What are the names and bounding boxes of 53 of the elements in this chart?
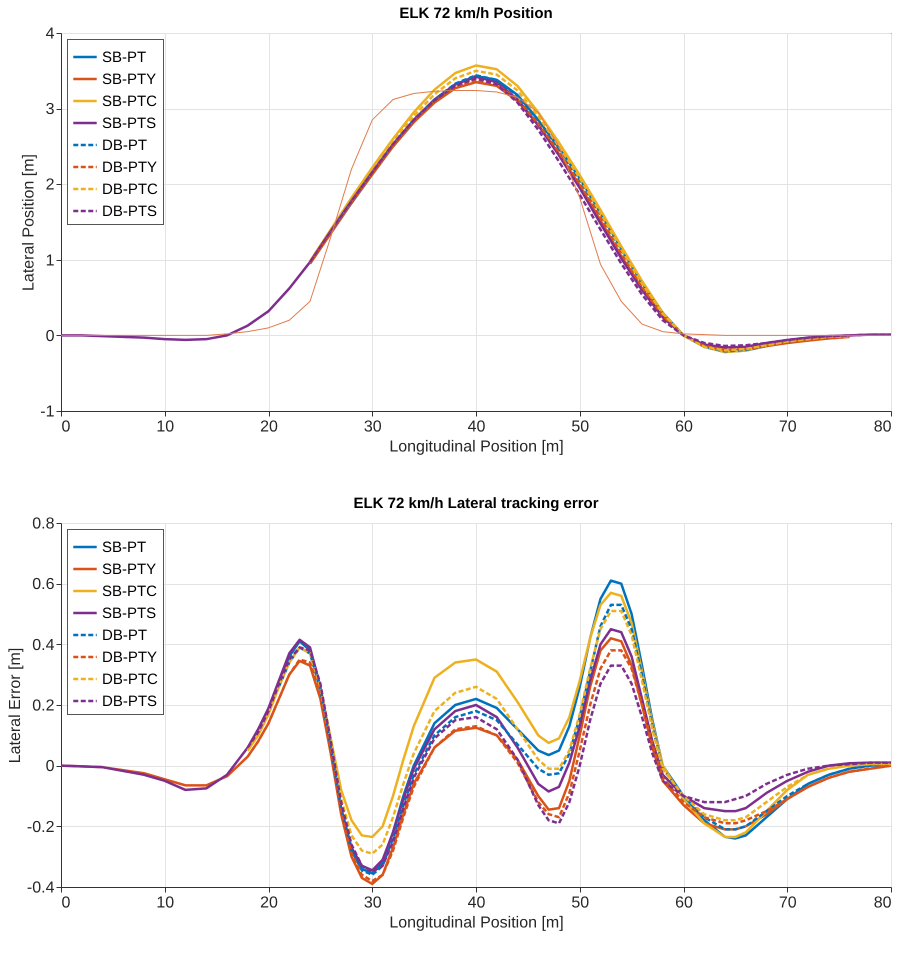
legend-label: SB-PTS: [102, 605, 156, 622]
x-tick-label: 0: [62, 894, 70, 912]
legend-label: DB-PTY: [102, 159, 158, 176]
y-tick-label: 1: [46, 252, 55, 270]
x-tick-label: 40: [468, 894, 486, 912]
x-tick-label: 80: [874, 418, 892, 436]
y-tick-label: 0.8: [32, 516, 55, 532]
legend-label: SB-PTC: [102, 583, 158, 600]
x-tick-label: 70: [778, 894, 797, 912]
y-tick-label: -0.2: [26, 818, 55, 836]
y-tick-label: -0.4: [26, 880, 55, 896]
y-tick-label: 0: [46, 758, 55, 776]
chart-title: ELK 72 km/h Lateral tracking error: [353, 495, 599, 512]
x-tick-label: 30: [364, 418, 382, 436]
legend-label: SB-PT: [102, 49, 146, 66]
chart-title: ELK 72 km/h Position: [399, 5, 553, 22]
x-tick-label: 60: [675, 894, 693, 912]
legend-label: SB-PTC: [102, 93, 158, 110]
legend-label: DB-PTC: [102, 181, 158, 198]
y-tick-label: 0.2: [32, 698, 55, 714]
x-tick-label: 50: [571, 894, 590, 912]
legend-label: DB-PTS: [102, 693, 158, 710]
legend-label: SB-PTY: [102, 561, 156, 578]
y-tick-label: 0.6: [32, 576, 55, 594]
y-tick-label: 4: [46, 26, 55, 42]
y-tick-label: -1: [40, 404, 55, 420]
y-tick-label: 3: [46, 101, 55, 118]
x-tick-label: 30: [364, 894, 382, 912]
x-tick-label: 70: [778, 418, 797, 436]
y-tick-label: 2: [46, 176, 55, 194]
x-axis-title: Longitudinal Position [m]: [389, 438, 564, 456]
x-tick-label: 20: [260, 894, 278, 912]
x-axis-title: Longitudinal Position [m]: [389, 914, 564, 932]
legend-label: DB-PT: [102, 137, 147, 154]
x-tick-label: 60: [675, 418, 693, 436]
x-tick-label: 40: [468, 418, 486, 436]
x-tick-label: 20: [260, 418, 278, 436]
y-tick-label: 0.4: [32, 636, 55, 654]
legend-label: DB-PTY: [102, 649, 158, 666]
legend-label: SB-PTY: [102, 71, 156, 88]
x-tick-label: 0: [62, 418, 70, 436]
x-tick-label: 50: [571, 418, 590, 436]
y-axis-title: Lateral Position [m]: [20, 154, 38, 291]
x-tick-label: 80: [874, 894, 892, 912]
legend-label: DB-PT: [102, 627, 147, 644]
legend-label: DB-PTC: [102, 671, 158, 688]
y-axis-title: Lateral Error [m]: [6, 648, 24, 764]
legend-label: SB-PT: [102, 539, 146, 556]
x-tick-label: 10: [156, 418, 174, 436]
legend-label: SB-PTS: [102, 115, 156, 132]
legend-label: DB-PTS: [102, 203, 158, 220]
y-tick-label: 0: [46, 328, 55, 345]
x-tick-label: 10: [156, 894, 174, 912]
